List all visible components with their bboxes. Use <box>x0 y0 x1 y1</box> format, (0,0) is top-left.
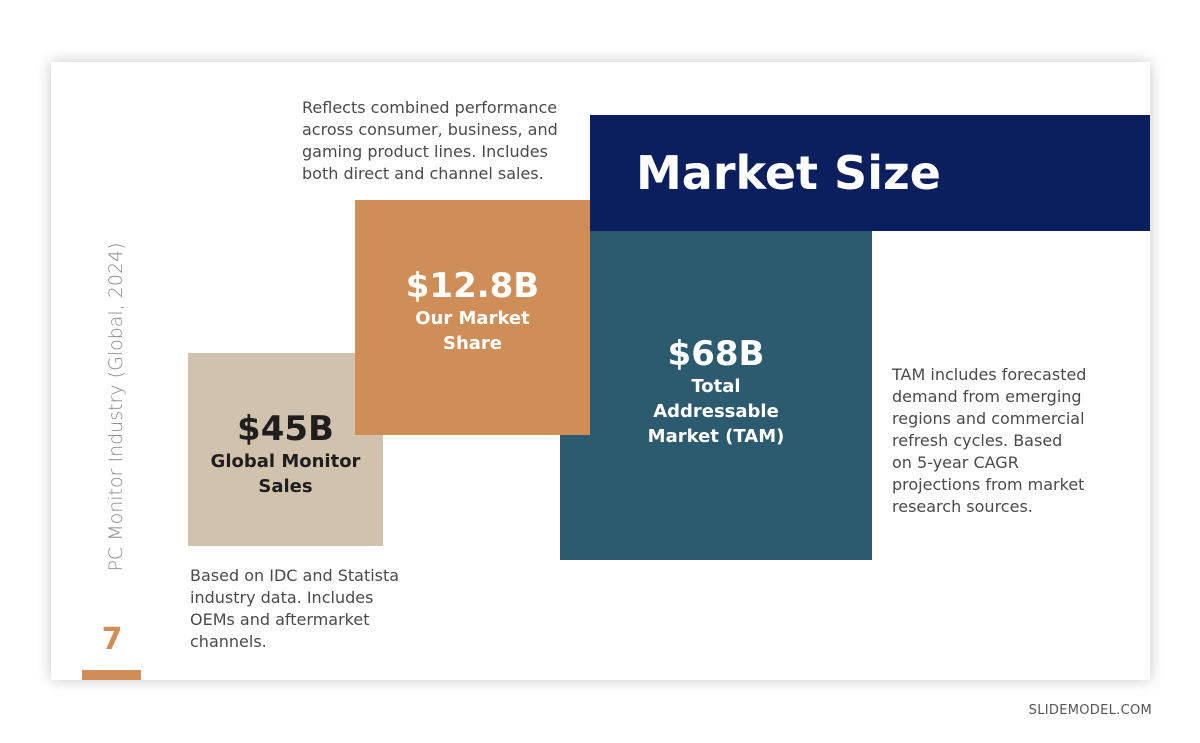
tam-description: TAM includes forecasted demand from emer… <box>892 365 1087 516</box>
market-share-description: Reflects combined performance across con… <box>302 98 558 183</box>
title-banner: Market Size <box>590 115 1150 231</box>
market-share-box: $12.8B Our Market Share <box>355 200 590 435</box>
page-number: 7 <box>101 622 123 657</box>
tam-label: Total Addressable Market (TAM) <box>647 376 785 447</box>
watermark: SLIDEMODEL.COM <box>1028 703 1152 718</box>
global-sales-value: $45B <box>237 409 334 449</box>
page-number-bar <box>82 670 141 680</box>
market-share-value: $12.8B <box>405 266 540 306</box>
market-share-label: Our Market Share <box>415 308 530 354</box>
slide-subtitle: PC Monitor Industry (Global, 2024) <box>105 242 127 572</box>
tam-value: $68B <box>667 334 765 374</box>
global-sales-label: Global Monitor Sales <box>210 451 361 497</box>
tam-box: $68B Total Addressable Market (TAM) <box>560 231 872 560</box>
global-sales-description: Based on IDC and Statista industry data.… <box>190 566 400 651</box>
slide-title: Market Size <box>636 146 941 200</box>
global-sales-box: $45B Global Monitor Sales <box>188 353 383 546</box>
slide: PC Monitor Industry (Global, 2024) Refle… <box>51 62 1150 680</box>
